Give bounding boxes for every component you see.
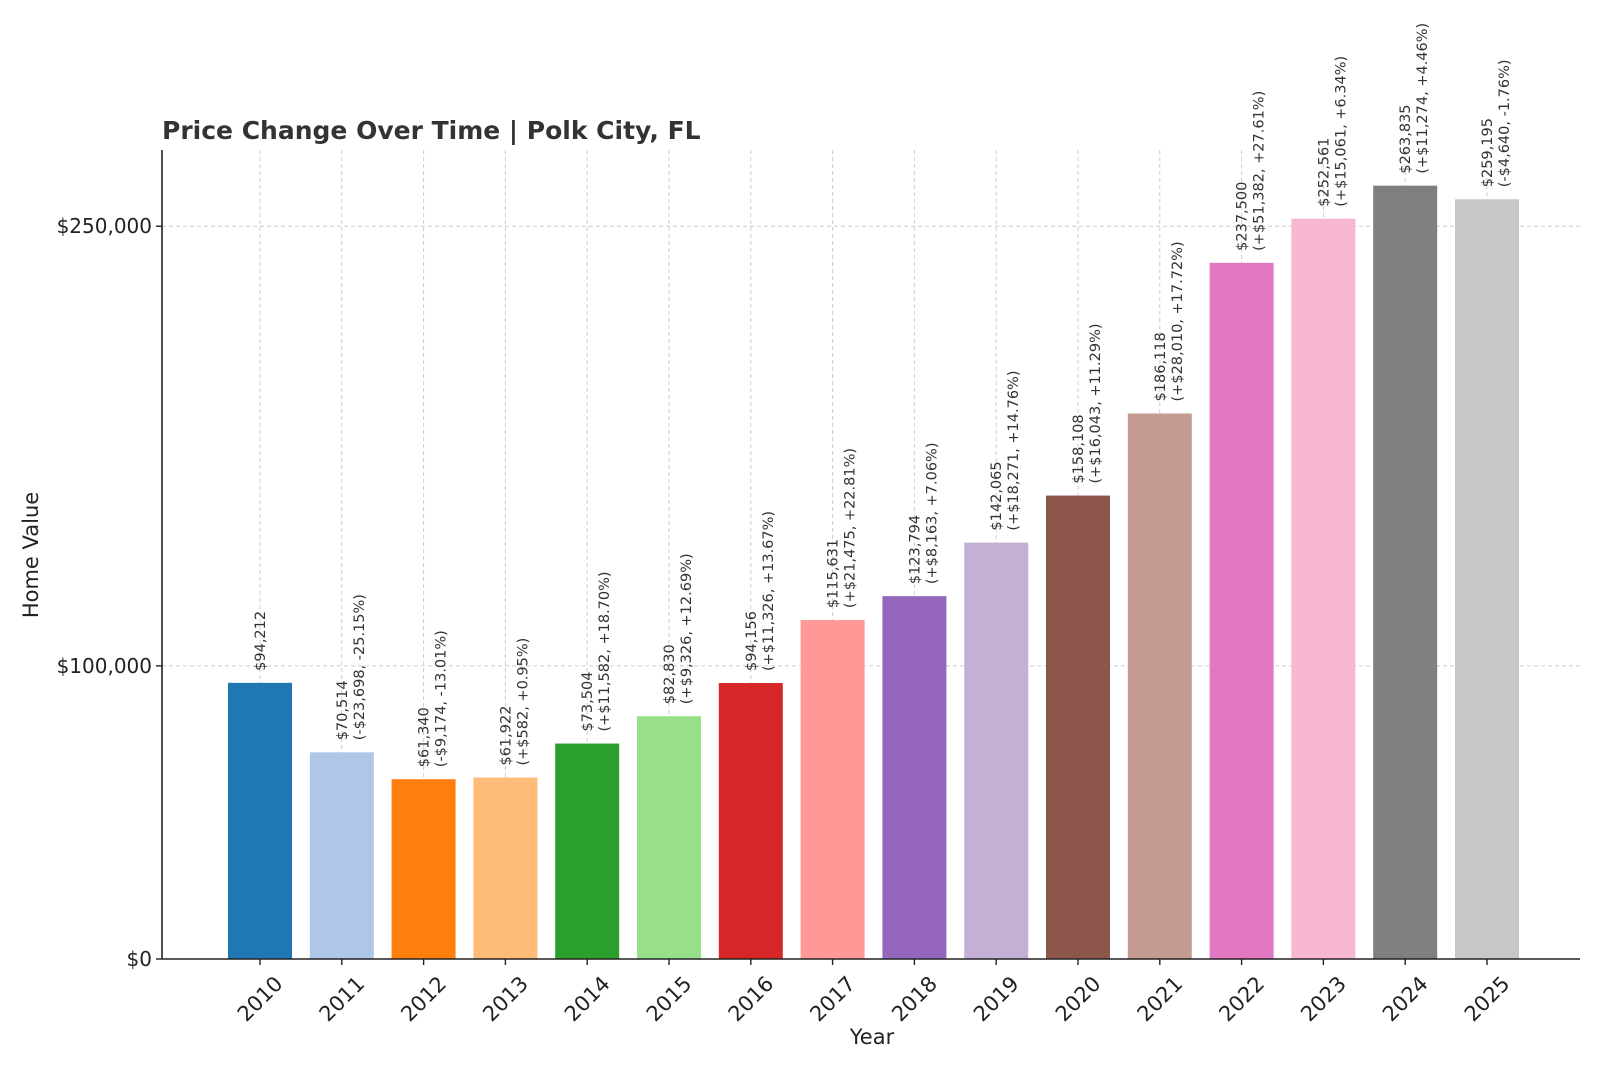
x-tick-label: 2021 bbox=[1133, 972, 1188, 1027]
bar-2019 bbox=[964, 542, 1029, 959]
x-tick-label: 2013 bbox=[478, 972, 533, 1027]
change-label: (+$51,382, +27.61%) bbox=[1252, 91, 1268, 251]
change-label: (+$15,061, +6.34%) bbox=[1333, 56, 1349, 207]
value-label: $61,340 bbox=[417, 707, 433, 767]
bar-2025 bbox=[1455, 199, 1519, 960]
value-label: $82,830 bbox=[662, 644, 678, 704]
bar-2010 bbox=[228, 682, 292, 959]
x-tick-label: 2010 bbox=[233, 972, 288, 1027]
value-label: $142,065 bbox=[989, 461, 1005, 530]
x-axis-label: Year bbox=[849, 1025, 895, 1049]
x-tick-label: 2018 bbox=[887, 972, 942, 1027]
value-label: $186,118 bbox=[1153, 332, 1169, 401]
change-label: (+$8,163, +7.06%) bbox=[924, 442, 940, 584]
bar-2012 bbox=[391, 779, 456, 959]
bar-2016 bbox=[718, 683, 783, 959]
change-label: (+$11,582, +18.70%) bbox=[597, 571, 613, 731]
value-label: $252,561 bbox=[1316, 138, 1332, 207]
x-tick-label: 2012 bbox=[396, 972, 451, 1027]
x-tick-label: 2022 bbox=[1214, 972, 1269, 1027]
bar-2015 bbox=[637, 716, 701, 959]
value-label: $94,212 bbox=[253, 611, 269, 671]
y-ticks: $0 $100,000 $250,000 bbox=[57, 214, 162, 971]
x-tick-label: 2014 bbox=[560, 972, 615, 1027]
change-label: (+$582, +0.95%) bbox=[515, 638, 531, 766]
value-label: $70,514 bbox=[335, 680, 351, 740]
grid-lines bbox=[162, 150, 1580, 959]
x-tick-label: 2023 bbox=[1296, 972, 1351, 1027]
change-label: (+$21,475, +22.81%) bbox=[843, 448, 859, 608]
chart-title: Price Change Over Time | Polk City, FL bbox=[162, 116, 701, 145]
x-tick-label: 2017 bbox=[805, 972, 860, 1027]
bar-2024 bbox=[1373, 185, 1438, 960]
bar-2011 bbox=[309, 752, 374, 959]
change-label: (-$4,640, -1.76%) bbox=[1497, 59, 1513, 187]
value-label: $61,922 bbox=[498, 706, 514, 766]
change-label: (+$11,274, +4.46%) bbox=[1415, 23, 1431, 174]
y-tick-label: $0 bbox=[127, 947, 152, 971]
x-ticks: 2010 2011 2012 2013 2014 2015 2016 2017 2018 2019… bbox=[233, 959, 1515, 1026]
value-label: $158,108 bbox=[1071, 414, 1087, 483]
bar-2022 bbox=[1209, 262, 1274, 960]
change-label: (+$9,326, +12.69%) bbox=[679, 553, 695, 704]
change-label: (+$28,010, +17.72%) bbox=[1170, 241, 1186, 401]
bar-2014 bbox=[555, 743, 620, 959]
value-label: $73,504 bbox=[580, 672, 596, 732]
value-label: $94,156 bbox=[744, 611, 760, 671]
x-tick-label: 2011 bbox=[315, 972, 370, 1027]
bar-2023 bbox=[1291, 218, 1356, 960]
data-labels: $94,212 $70,514 (-$23,698, -25.15%) $61,340… bbox=[253, 23, 1513, 767]
y-axis-label: Home Value bbox=[19, 492, 43, 618]
bars bbox=[228, 185, 1519, 960]
x-tick-label: 2020 bbox=[1051, 972, 1106, 1027]
value-label: $259,195 bbox=[1480, 118, 1496, 187]
bar-2018 bbox=[882, 596, 947, 959]
change-label: (+$11,326, +13.67%) bbox=[761, 511, 777, 671]
change-label: (-$9,174, -13.01%) bbox=[434, 630, 450, 767]
y-tick-label: $250,000 bbox=[57, 214, 152, 238]
bar-2021 bbox=[1127, 413, 1192, 959]
x-tick-label: 2024 bbox=[1378, 972, 1433, 1027]
change-label: (-$23,698, -25.15%) bbox=[352, 594, 368, 740]
bar-2020 bbox=[1046, 495, 1110, 959]
axes bbox=[161, 150, 1580, 960]
value-label: $237,500 bbox=[1235, 182, 1251, 251]
value-label: $123,794 bbox=[907, 515, 923, 584]
x-tick-label: 2016 bbox=[724, 972, 779, 1027]
x-tick-label: 2015 bbox=[642, 972, 697, 1027]
y-tick-label: $100,000 bbox=[57, 654, 152, 678]
change-label: (+$16,043, +11.29%) bbox=[1088, 323, 1104, 483]
change-label: (+$18,271, +14.76%) bbox=[1006, 370, 1022, 530]
x-tick-label: 2019 bbox=[969, 972, 1024, 1027]
value-label: $263,835 bbox=[1398, 104, 1414, 173]
x-tick-label: 2025 bbox=[1460, 972, 1515, 1027]
value-label: $115,631 bbox=[826, 539, 842, 608]
bar-2013 bbox=[473, 777, 538, 959]
bar-2017 bbox=[800, 620, 865, 959]
